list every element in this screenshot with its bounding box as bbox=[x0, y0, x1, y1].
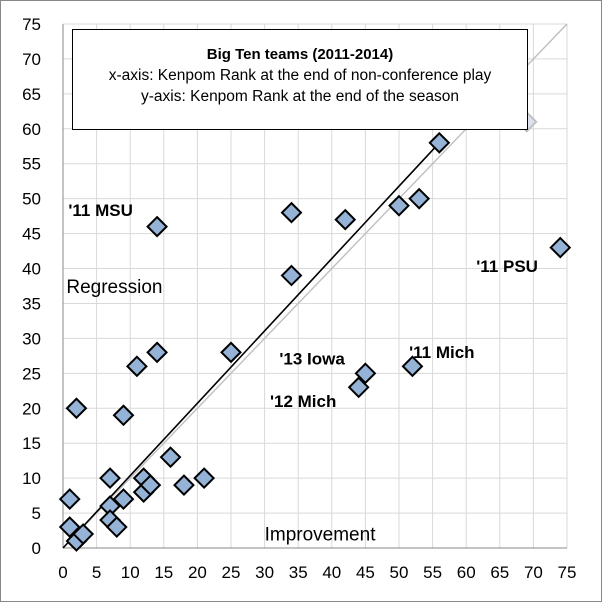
data-point bbox=[354, 362, 377, 385]
data-point bbox=[146, 215, 168, 238]
data-point bbox=[58, 488, 81, 511]
y-tick-label: 55 bbox=[22, 155, 41, 174]
y-tick-label: 45 bbox=[22, 225, 41, 244]
y-tick-label: 15 bbox=[22, 434, 41, 453]
data-point bbox=[193, 467, 216, 490]
y-tick-label: 10 bbox=[22, 469, 41, 488]
data-point bbox=[58, 516, 81, 538]
chart-title: Big Ten teams (2011-2014) bbox=[206, 46, 394, 63]
y-tick-label: 30 bbox=[22, 329, 41, 348]
point-annotation: '12 Mich bbox=[270, 392, 336, 411]
point-annotation: '11 MSU bbox=[68, 201, 133, 220]
y-tick-label: 0 bbox=[32, 539, 41, 558]
region-label: Improvement bbox=[265, 524, 377, 545]
data-point bbox=[428, 131, 451, 154]
y-tick-label: 25 bbox=[22, 364, 41, 383]
y-tick-label: 35 bbox=[22, 294, 41, 313]
x-tick-label: 50 bbox=[390, 563, 409, 582]
data-point bbox=[112, 404, 135, 427]
y-tick-label: 60 bbox=[22, 120, 41, 139]
data-point bbox=[347, 376, 370, 399]
x-tick-label: 25 bbox=[222, 563, 241, 582]
y-tick-label: 5 bbox=[32, 504, 41, 523]
data-point bbox=[220, 341, 242, 364]
data-point bbox=[280, 264, 303, 287]
x-tick-label: 75 bbox=[558, 563, 577, 582]
data-point bbox=[549, 236, 572, 259]
x-axis-description: x-axis: Kenpom Rank at the end of non-co… bbox=[108, 67, 492, 84]
data-point bbox=[99, 467, 121, 490]
data-point bbox=[65, 397, 88, 420]
x-tick-label: 55 bbox=[423, 563, 442, 582]
x-tick-label: 65 bbox=[490, 563, 509, 582]
data-point bbox=[388, 194, 410, 217]
trend-line bbox=[62, 142, 440, 549]
data-points bbox=[58, 68, 572, 552]
axis-layer: 0 5 10 15 20 25 30 35 40 45 50 55 60 65 70 75 0 5 10 15 20 25… bbox=[22, 15, 576, 582]
point-annotation: '11 Mich bbox=[409, 343, 474, 362]
annotation-layer: '11 MSU '11 PSU '13 Iowa '11 Mich '12 Mich Re… bbox=[66, 201, 538, 545]
x-tick-label: 35 bbox=[289, 563, 308, 582]
x-tick-label: 20 bbox=[188, 563, 207, 582]
point-annotation: '13 Iowa bbox=[279, 349, 345, 368]
data-point bbox=[126, 355, 148, 378]
y-tick-label: 40 bbox=[22, 260, 41, 279]
y-tick-label: 75 bbox=[22, 15, 41, 34]
point-annotation: '11 PSU bbox=[476, 257, 538, 276]
y-tick-label: 50 bbox=[22, 190, 41, 209]
data-point bbox=[146, 341, 168, 364]
data-point bbox=[173, 474, 195, 497]
x-tick-label: 15 bbox=[154, 563, 173, 582]
region-label: Regression bbox=[66, 277, 162, 298]
data-point bbox=[334, 208, 357, 231]
data-point bbox=[401, 355, 424, 378]
y-tick-label: 70 bbox=[22, 50, 41, 69]
x-tick-label: 10 bbox=[121, 563, 140, 582]
x-tick-label: 30 bbox=[255, 563, 274, 582]
y-axis-description: y-axis: Kenpom Rank at the end of the se… bbox=[141, 88, 459, 105]
x-tick-label: 40 bbox=[322, 563, 341, 582]
x-tick-label: 5 bbox=[92, 563, 101, 582]
data-point bbox=[408, 187, 431, 210]
chart-info-box: Big Ten teams (2011-2014) x-axis: Kenpom… bbox=[72, 29, 528, 130]
data-point bbox=[72, 523, 95, 545]
data-point bbox=[105, 516, 128, 538]
data-point bbox=[112, 488, 135, 511]
x-tick-label: 70 bbox=[524, 563, 543, 582]
x-tick-label: 0 bbox=[58, 563, 67, 582]
y-tick-label: 20 bbox=[22, 399, 41, 418]
x-tick-label: 45 bbox=[356, 563, 375, 582]
data-point bbox=[159, 446, 182, 469]
x-tick-label: 60 bbox=[457, 563, 476, 582]
y-tick-label: 65 bbox=[22, 85, 41, 104]
data-point bbox=[280, 201, 303, 224]
data-point bbox=[139, 474, 162, 497]
